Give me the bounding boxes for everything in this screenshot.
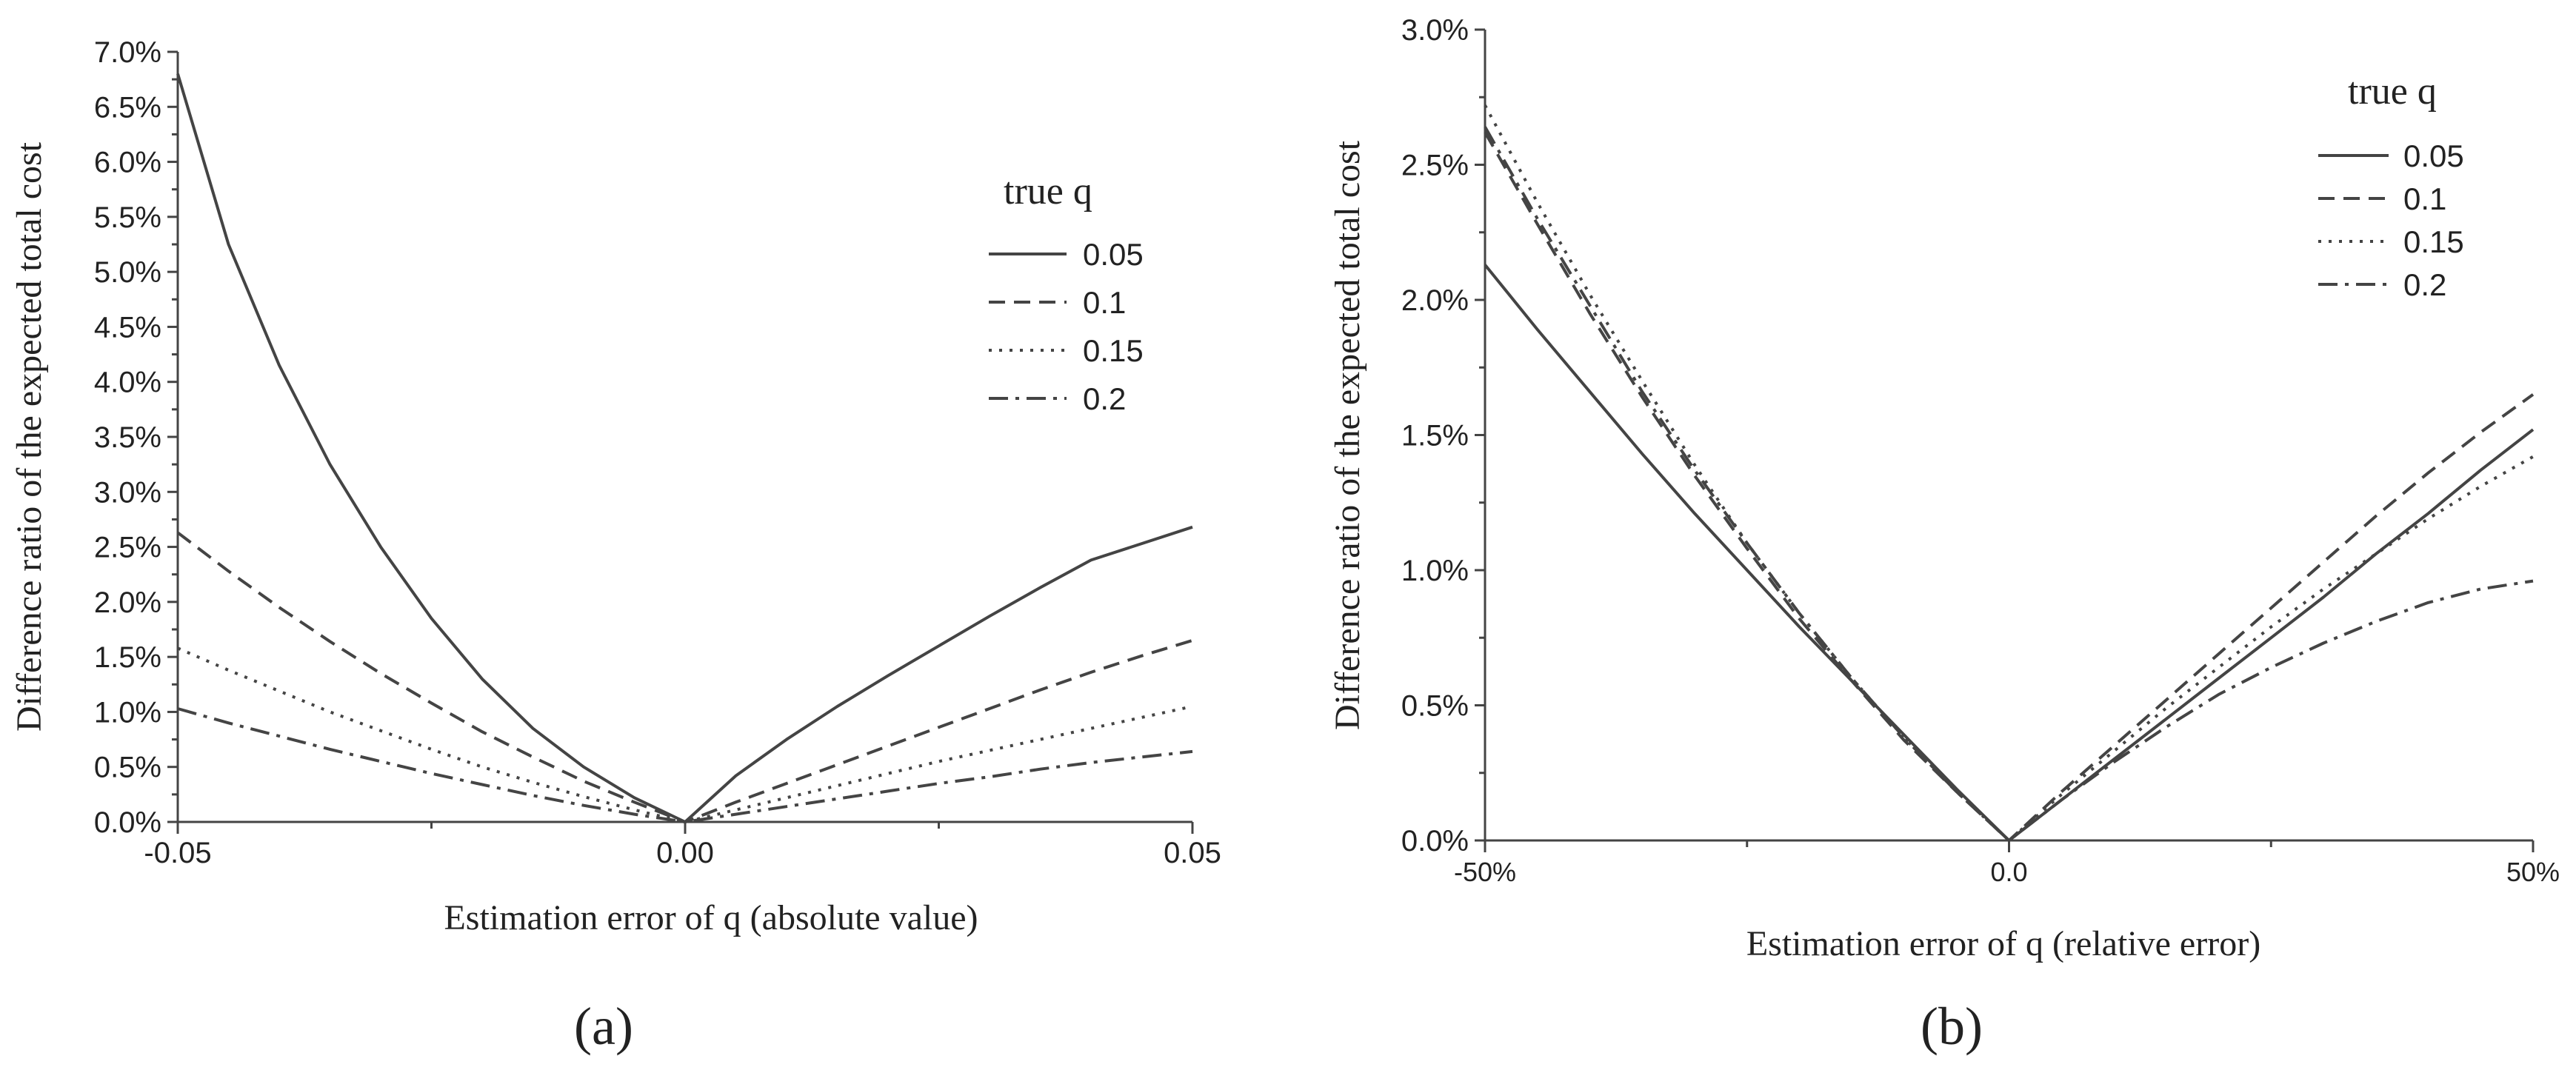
y-tick-label: 0.5% xyxy=(94,752,161,784)
y-tick-label: 7.0% xyxy=(94,36,161,69)
y-tick-label: 3.0% xyxy=(94,476,161,509)
legend-title: true q xyxy=(1004,170,1092,213)
y-tick-label: 5.0% xyxy=(94,256,161,289)
series-line-0.15 xyxy=(177,646,1193,823)
series-line-0.05 xyxy=(1484,264,2535,842)
legend-label-0.1: 0.1 xyxy=(1083,285,1126,320)
y-tick-label: 1.0% xyxy=(1401,555,1469,587)
y-tick-label: 5.5% xyxy=(94,201,161,234)
x-tick-label: -50% xyxy=(1454,857,1516,887)
legend-label-0.2: 0.2 xyxy=(1083,381,1126,416)
y-axis-label: Difference ratio of the expected total c… xyxy=(10,141,49,732)
x-tick-label: 0.00 xyxy=(656,837,714,869)
legend-label-0.2: 0.2 xyxy=(2403,267,2446,302)
y-tick-label: 1.5% xyxy=(1401,420,1469,452)
y-tick-label: 6.0% xyxy=(94,147,161,179)
legend-label-0.15: 0.15 xyxy=(2403,224,2464,259)
x-tick-label: -0.05 xyxy=(144,837,211,869)
y-tick-label: 2.0% xyxy=(1401,284,1469,317)
legend-label-0.05: 0.05 xyxy=(1083,237,1144,272)
y-tick-label: 3.0% xyxy=(1401,14,1469,47)
y-tick-label: 2.5% xyxy=(94,532,161,564)
y-axis-label: Difference ratio of the expected total c… xyxy=(1328,140,1367,730)
panel-label-a: (a) xyxy=(574,997,633,1056)
y-tick-label: 4.0% xyxy=(94,367,161,399)
series-line-0.2 xyxy=(177,707,1193,823)
x-tick-label: 0.05 xyxy=(1164,837,1221,869)
y-tick-label: 4.5% xyxy=(94,311,161,344)
y-tick-label: 1.0% xyxy=(94,696,161,729)
x-axis-label: Estimation error of q (relative error) xyxy=(1746,924,2260,963)
x-tick-label: 0.0 xyxy=(1990,857,2027,887)
chart-b: 0.0% 0.5% 1.0% 1.5% 2.0% 2.5% 3.0% -50% 0.0 50% Es… xyxy=(1328,14,2560,963)
series-line-0.1 xyxy=(1484,131,2535,842)
y-tick-label: 2.0% xyxy=(94,586,161,619)
y-tick-label: 3.5% xyxy=(94,421,161,454)
y-tick-label: 2.5% xyxy=(1401,150,1469,182)
series-line-0.2 xyxy=(1484,126,2534,842)
chart-a: 0.0% 0.5% 1.0% 1.5% 2.0% 2.5% 3.0% 3.5% 4.0% 4.5%… xyxy=(10,36,1221,937)
legend-label-0.1: 0.1 xyxy=(2403,181,2446,216)
series-line-0.1 xyxy=(176,531,1193,823)
series-line-0.15 xyxy=(1484,104,2534,842)
x-tick-label: 50% xyxy=(2506,857,2560,887)
panel-label-b: (b) xyxy=(1921,997,1983,1056)
legend-label-0.15: 0.15 xyxy=(1083,333,1144,368)
legend-title: true q xyxy=(2348,70,2437,113)
x-axis-label: Estimation error of q (absolute value) xyxy=(444,898,978,937)
y-tick-label: 0.5% xyxy=(1401,690,1469,723)
y-tick-label: 0.0% xyxy=(1401,825,1469,857)
legend-label-0.05: 0.05 xyxy=(2403,138,2464,173)
y-tick-label: 0.0% xyxy=(94,806,161,839)
y-tick-label: 1.5% xyxy=(94,641,161,674)
y-tick-label: 6.5% xyxy=(94,91,161,124)
